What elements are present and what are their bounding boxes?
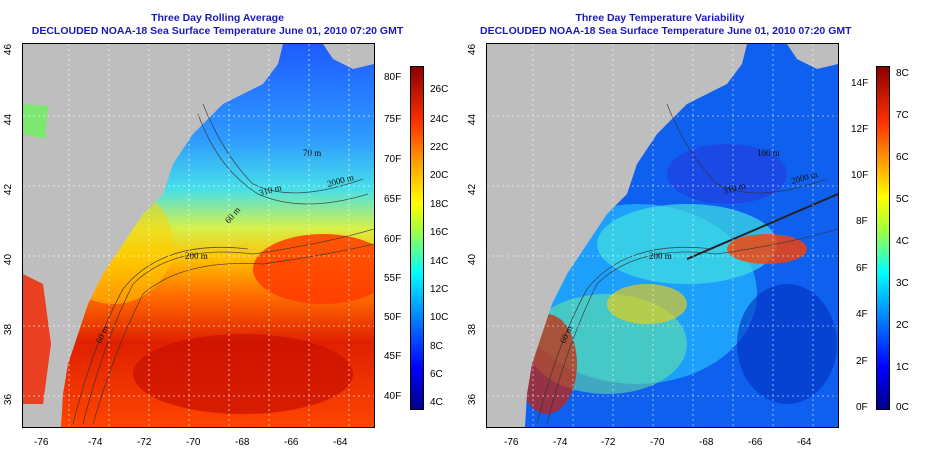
colorbar-f-label: 80F	[384, 72, 402, 83]
y-tick-label: 36	[3, 393, 15, 406]
x-tick-label: -72	[601, 437, 616, 448]
colorbar-c-label: 18C	[430, 199, 449, 210]
colorbar-f-label: 75F	[384, 114, 402, 125]
contour-label: 200 m	[185, 251, 208, 261]
y-tick-label: 44	[3, 113, 15, 126]
left-colorbar	[410, 66, 424, 410]
colorbar-c-label: 20C	[430, 170, 449, 181]
colorbar-c-label: 5C	[896, 194, 909, 205]
x-tick-label: -66	[284, 437, 299, 448]
x-tick-label: -68	[235, 437, 250, 448]
left-panel-title: Three Day Rolling Average	[151, 12, 284, 24]
land-mass	[23, 44, 283, 427]
y-tick-label: 36	[467, 393, 479, 406]
x-tick-label: -66	[748, 437, 763, 448]
x-tick-label: -74	[88, 437, 103, 448]
colorbar-f-label: 45F	[384, 351, 402, 362]
contour-label: 100 m	[757, 148, 780, 158]
colorbar-c-label: 3C	[896, 278, 909, 289]
contour-label: 200 m	[649, 251, 672, 261]
x-tick-label: -68	[699, 437, 714, 448]
colorbar-f-label: 70F	[384, 154, 402, 165]
colorbar-f-label: 40F	[384, 391, 402, 402]
colorbar-c-label: 12C	[430, 284, 449, 295]
colorbar-c-label: 2C	[896, 320, 909, 331]
right-panel-title: Three Day Temperature Variability	[575, 12, 745, 24]
colorbar-f-label: 14F	[851, 78, 869, 89]
colorbar-f-label: 55F	[384, 273, 402, 284]
colorbar-c-label: 6C	[896, 152, 909, 163]
colorbar-f-label: 8F	[856, 216, 868, 227]
y-tick-label: 40	[467, 253, 479, 266]
colorbar-f-label: 10F	[851, 170, 869, 181]
colorbar-f-label: 4F	[856, 309, 868, 320]
colorbar-f-label: 50F	[384, 312, 402, 323]
y-tick-label: 46	[3, 43, 15, 56]
right-panel-subtitle: DECLOUDED NOAA-18 Sea Surface Temperatur…	[480, 25, 852, 37]
x-tick-label: -64	[797, 437, 812, 448]
y-tick-label: 38	[467, 323, 479, 336]
colorbar-f-label: 12F	[851, 124, 869, 135]
x-tick-label: -76	[504, 437, 519, 448]
colorbar-c-label: 8C	[430, 341, 443, 352]
y-tick-label: 42	[467, 183, 479, 196]
y-tick-label: 46	[467, 43, 479, 56]
colorbar-c-label: 26C	[430, 84, 449, 95]
colorbar-c-label: 0C	[896, 402, 909, 413]
colorbar-c-label: 4C	[430, 397, 443, 408]
x-tick-label: -74	[553, 437, 568, 448]
x-tick-label: -76	[34, 437, 49, 448]
y-tick-label: 40	[3, 253, 15, 266]
colorbar-c-label: 4C	[896, 236, 909, 247]
x-tick-label: -64	[333, 437, 348, 448]
colorbar-c-label: 22C	[430, 142, 449, 153]
colorbar-c-label: 8C	[896, 68, 909, 79]
left-panel-subtitle: DECLOUDED NOAA-18 Sea Surface Temperatur…	[31, 25, 404, 37]
colorbar-c-label: 14C	[430, 256, 449, 267]
colorbar-c-label: 7C	[896, 110, 909, 121]
land-mass	[487, 44, 747, 427]
y-tick-label: 44	[467, 113, 479, 126]
left-sst-map: 60 m 200 m 70 m 2000 m 310 m 60 m	[22, 43, 375, 428]
y-tick-label: 42	[3, 183, 15, 196]
colorbar-f-label: 2F	[856, 356, 868, 367]
right-colorbar	[876, 66, 890, 410]
right-variability-map: 60 m 200 m 100 m 2000 m 310 m	[486, 43, 839, 428]
x-tick-label: -70	[186, 437, 201, 448]
colorbar-f-label: 0F	[856, 402, 868, 413]
x-tick-label: -72	[137, 437, 152, 448]
colorbar-f-label: 60F	[384, 234, 402, 245]
colorbar-c-label: 10C	[430, 312, 449, 323]
colorbar-c-label: 16C	[430, 227, 449, 238]
colorbar-c-label: 6C	[430, 369, 443, 380]
colorbar-c-label: 24C	[430, 114, 449, 125]
colorbar-c-label: 1C	[896, 362, 909, 373]
colorbar-f-label: 6F	[856, 263, 868, 274]
y-tick-label: 38	[3, 323, 15, 336]
contour-label: 70 m	[303, 148, 321, 158]
colorbar-f-label: 65F	[384, 194, 402, 205]
x-tick-label: -70	[650, 437, 665, 448]
